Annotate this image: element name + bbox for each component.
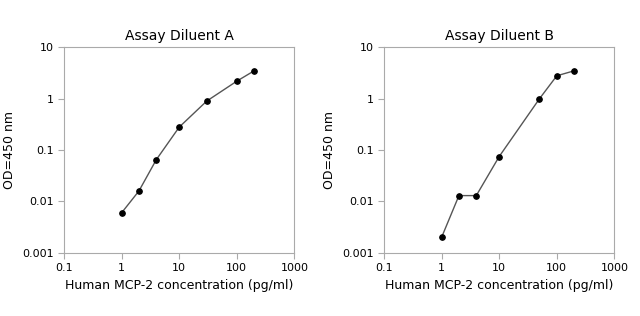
Y-axis label: OD=450 nm: OD=450 nm [323,111,337,189]
Title: Assay Diluent B: Assay Diluent B [445,29,554,44]
Title: Assay Diluent A: Assay Diluent A [125,29,234,44]
X-axis label: Human MCP-2 concentration (pg/ml): Human MCP-2 concentration (pg/ml) [65,279,293,292]
Y-axis label: OD=450 nm: OD=450 nm [3,111,17,189]
X-axis label: Human MCP-2 concentration (pg/ml): Human MCP-2 concentration (pg/ml) [385,279,613,292]
